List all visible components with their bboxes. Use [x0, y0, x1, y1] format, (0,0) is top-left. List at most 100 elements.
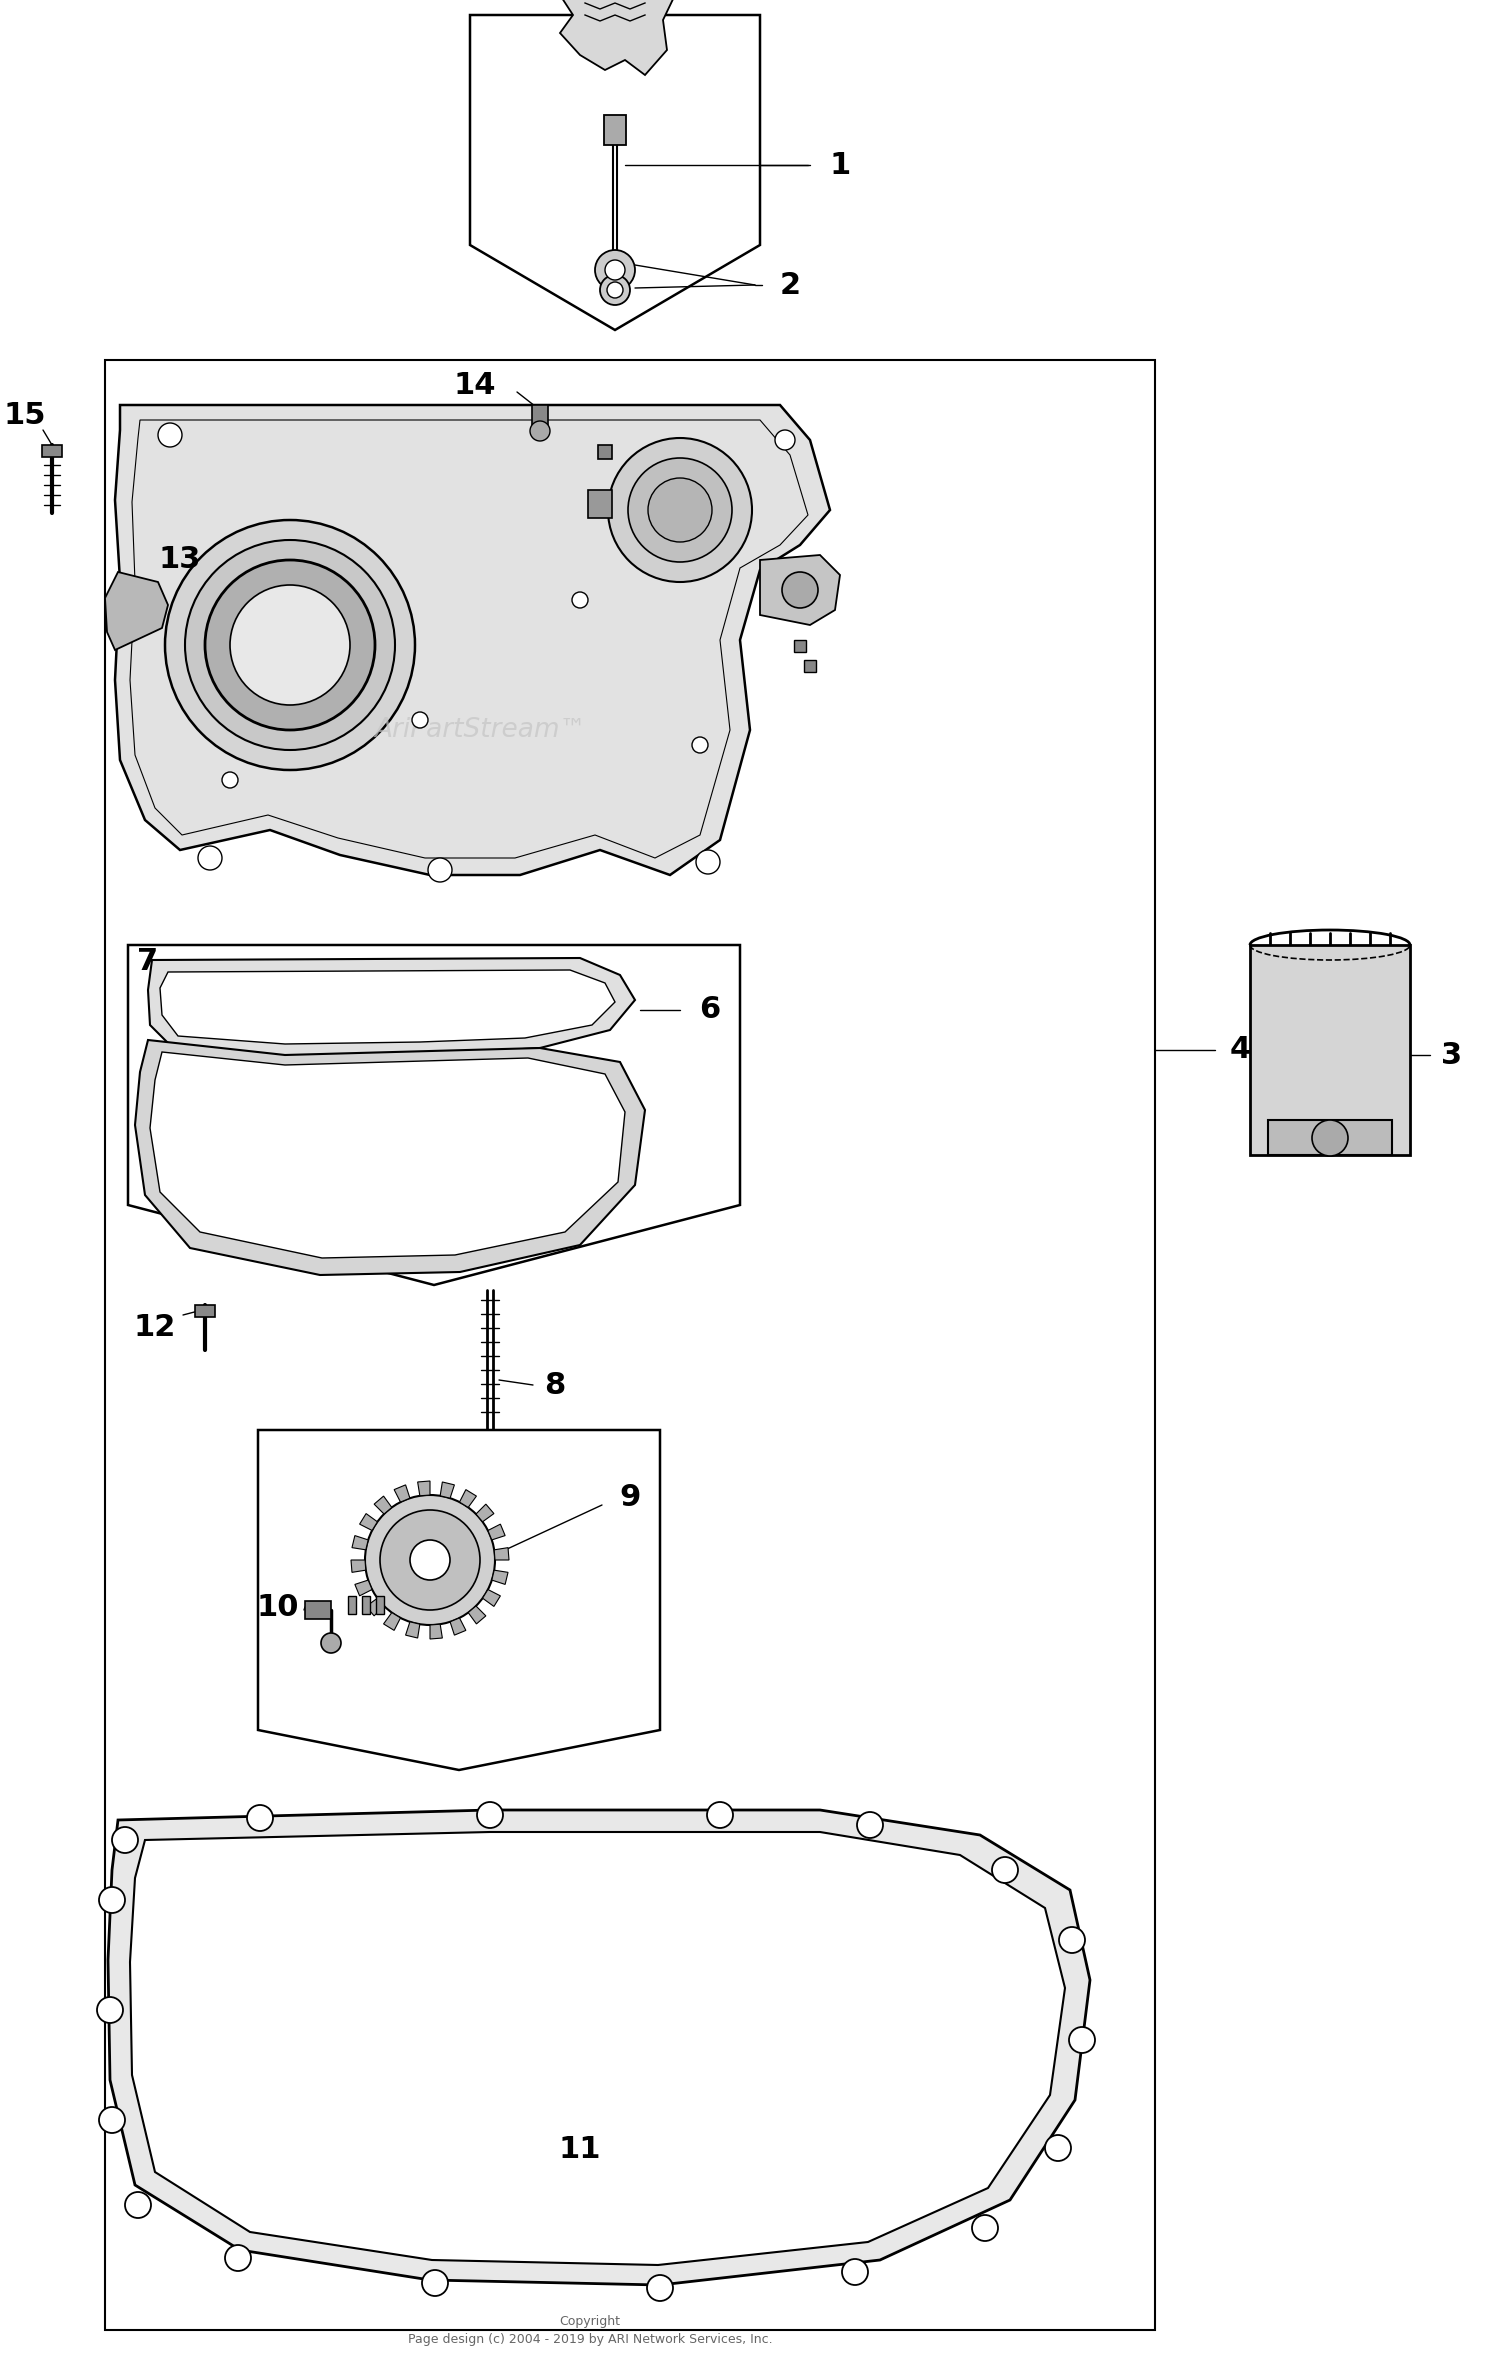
Bar — [195, 1305, 214, 1316]
Circle shape — [572, 593, 588, 607]
Circle shape — [692, 738, 708, 752]
Circle shape — [165, 519, 416, 771]
Circle shape — [158, 422, 182, 446]
Circle shape — [1046, 2135, 1071, 2161]
Text: 15: 15 — [3, 401, 46, 429]
Polygon shape — [130, 1831, 1065, 2265]
Bar — [588, 491, 612, 517]
Polygon shape — [417, 1480, 430, 1497]
Polygon shape — [351, 1561, 366, 1573]
Circle shape — [782, 572, 818, 607]
Circle shape — [596, 249, 634, 289]
Polygon shape — [440, 1482, 454, 1499]
Circle shape — [98, 1997, 123, 2023]
Circle shape — [972, 2215, 998, 2242]
Text: 5: 5 — [650, 531, 670, 560]
Circle shape — [628, 458, 732, 562]
Bar — [804, 659, 816, 671]
Text: 3: 3 — [1442, 1041, 1462, 1070]
Bar — [794, 640, 806, 652]
Polygon shape — [760, 555, 840, 624]
Circle shape — [648, 479, 712, 541]
Text: 14: 14 — [453, 372, 497, 401]
Polygon shape — [459, 1490, 477, 1509]
Circle shape — [248, 1805, 273, 1831]
Text: 6: 6 — [699, 996, 720, 1025]
Circle shape — [99, 2106, 124, 2132]
Polygon shape — [384, 1613, 400, 1630]
Polygon shape — [374, 1497, 392, 1513]
Bar — [604, 114, 625, 145]
Circle shape — [225, 2244, 251, 2270]
Circle shape — [206, 560, 375, 731]
Text: 11: 11 — [558, 2135, 602, 2166]
Circle shape — [530, 420, 550, 441]
Text: 4: 4 — [1230, 1037, 1251, 1065]
Circle shape — [413, 712, 428, 728]
Circle shape — [198, 847, 222, 871]
Circle shape — [856, 1812, 883, 1838]
Polygon shape — [430, 1625, 442, 1639]
Bar — [376, 1596, 384, 1613]
Polygon shape — [560, 0, 675, 76]
Text: 9: 9 — [620, 1482, 640, 1513]
Circle shape — [696, 849, 720, 873]
Circle shape — [608, 439, 752, 581]
Text: 13: 13 — [159, 546, 201, 574]
Polygon shape — [135, 1039, 645, 1276]
Circle shape — [184, 541, 394, 750]
Circle shape — [776, 429, 795, 451]
Polygon shape — [105, 572, 168, 650]
Text: 7: 7 — [138, 946, 159, 977]
Polygon shape — [492, 1570, 508, 1584]
Bar — [304, 1601, 332, 1620]
Polygon shape — [405, 1622, 420, 1639]
Bar — [1250, 944, 1410, 1155]
Circle shape — [230, 586, 350, 704]
Circle shape — [321, 1632, 340, 1653]
Circle shape — [427, 859, 451, 882]
Text: AriPartStream™: AriPartStream™ — [374, 716, 586, 742]
Bar — [42, 446, 62, 458]
Circle shape — [380, 1511, 480, 1611]
Polygon shape — [108, 1810, 1090, 2284]
Circle shape — [646, 2275, 674, 2301]
Text: 12: 12 — [134, 1314, 176, 1343]
Bar — [532, 406, 548, 427]
Text: 8: 8 — [544, 1371, 566, 1399]
Circle shape — [112, 1826, 138, 1853]
Bar — [598, 446, 612, 460]
Polygon shape — [470, 14, 760, 330]
Circle shape — [477, 1803, 502, 1829]
Polygon shape — [352, 1535, 368, 1549]
Text: 10: 10 — [256, 1594, 298, 1622]
Polygon shape — [258, 1430, 660, 1770]
Polygon shape — [128, 944, 740, 1286]
Bar — [105, 361, 1155, 2329]
Polygon shape — [394, 1485, 410, 1501]
Text: 1: 1 — [830, 149, 850, 180]
Polygon shape — [116, 406, 830, 875]
Circle shape — [124, 2192, 152, 2218]
Circle shape — [604, 261, 625, 280]
Polygon shape — [160, 970, 615, 1044]
Circle shape — [608, 282, 622, 299]
Text: Copyright
Page design (c) 2004 - 2019 by ARI Network Services, Inc.: Copyright Page design (c) 2004 - 2019 by… — [408, 2315, 772, 2346]
Circle shape — [222, 771, 238, 788]
Circle shape — [99, 1888, 124, 1912]
Circle shape — [1312, 1120, 1348, 1155]
Bar — [348, 1596, 355, 1613]
Polygon shape — [150, 1053, 626, 1257]
Polygon shape — [488, 1525, 506, 1539]
Polygon shape — [476, 1504, 494, 1523]
Circle shape — [600, 275, 630, 306]
Bar — [362, 1596, 370, 1613]
Circle shape — [364, 1494, 495, 1625]
Polygon shape — [483, 1589, 501, 1606]
Circle shape — [1070, 2028, 1095, 2054]
Circle shape — [422, 2270, 448, 2296]
Polygon shape — [356, 1580, 372, 1596]
Polygon shape — [366, 1599, 384, 1615]
Circle shape — [842, 2258, 868, 2284]
Polygon shape — [360, 1513, 378, 1530]
